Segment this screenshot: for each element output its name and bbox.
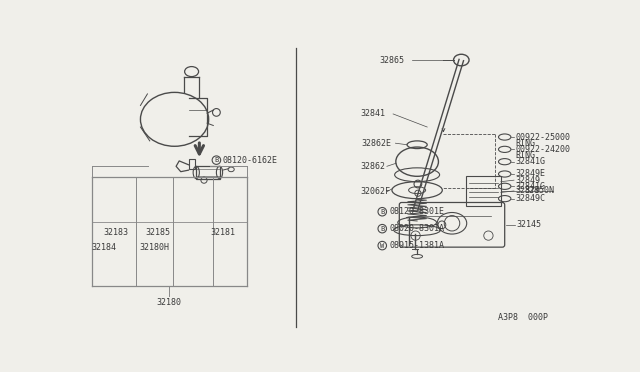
Text: 32849C: 32849C	[516, 194, 545, 203]
Text: 00922-25000: 00922-25000	[516, 132, 570, 141]
Text: 32180: 32180	[157, 298, 182, 307]
Text: RING: RING	[516, 139, 536, 148]
Text: 32865: 32865	[379, 55, 404, 64]
Text: W: W	[380, 243, 385, 248]
Text: 32180H: 32180H	[139, 243, 169, 253]
Bar	[189, 159, 195, 169]
Text: 32841G: 32841G	[516, 182, 545, 191]
Text: 08120-6162E: 08120-6162E	[223, 155, 278, 165]
Text: RING: RING	[516, 151, 536, 160]
Text: B: B	[380, 209, 385, 215]
Text: 32841: 32841	[360, 109, 385, 118]
Bar	[196, 166, 220, 179]
Text: 32862E: 32862E	[362, 139, 391, 148]
Text: 08120-8301E: 08120-8301E	[389, 207, 444, 216]
Text: 32185: 32185	[146, 228, 171, 237]
Text: 32862: 32862	[360, 162, 385, 171]
Bar	[466, 176, 501, 206]
Text: 32145: 32145	[516, 220, 541, 229]
Text: 08020-8301A: 08020-8301A	[389, 224, 444, 233]
Text: 32181: 32181	[210, 228, 236, 237]
Text: 08915-1381A: 08915-1381A	[389, 241, 444, 250]
Text: B: B	[214, 157, 218, 163]
Text: 32849E: 32849E	[516, 170, 545, 179]
Text: 32879: 32879	[516, 186, 541, 195]
Text: 32841G: 32841G	[516, 157, 545, 166]
Text: 32850N: 32850N	[524, 186, 554, 195]
Text: 32062F: 32062F	[360, 187, 390, 196]
Text: 32183: 32183	[103, 228, 128, 237]
Text: 00922-24200: 00922-24200	[516, 145, 570, 154]
Text: 32849: 32849	[516, 176, 541, 185]
Text: B: B	[380, 226, 385, 232]
Text: A3P8  000P: A3P8 000P	[499, 313, 548, 322]
Text: 32184: 32184	[92, 243, 116, 253]
